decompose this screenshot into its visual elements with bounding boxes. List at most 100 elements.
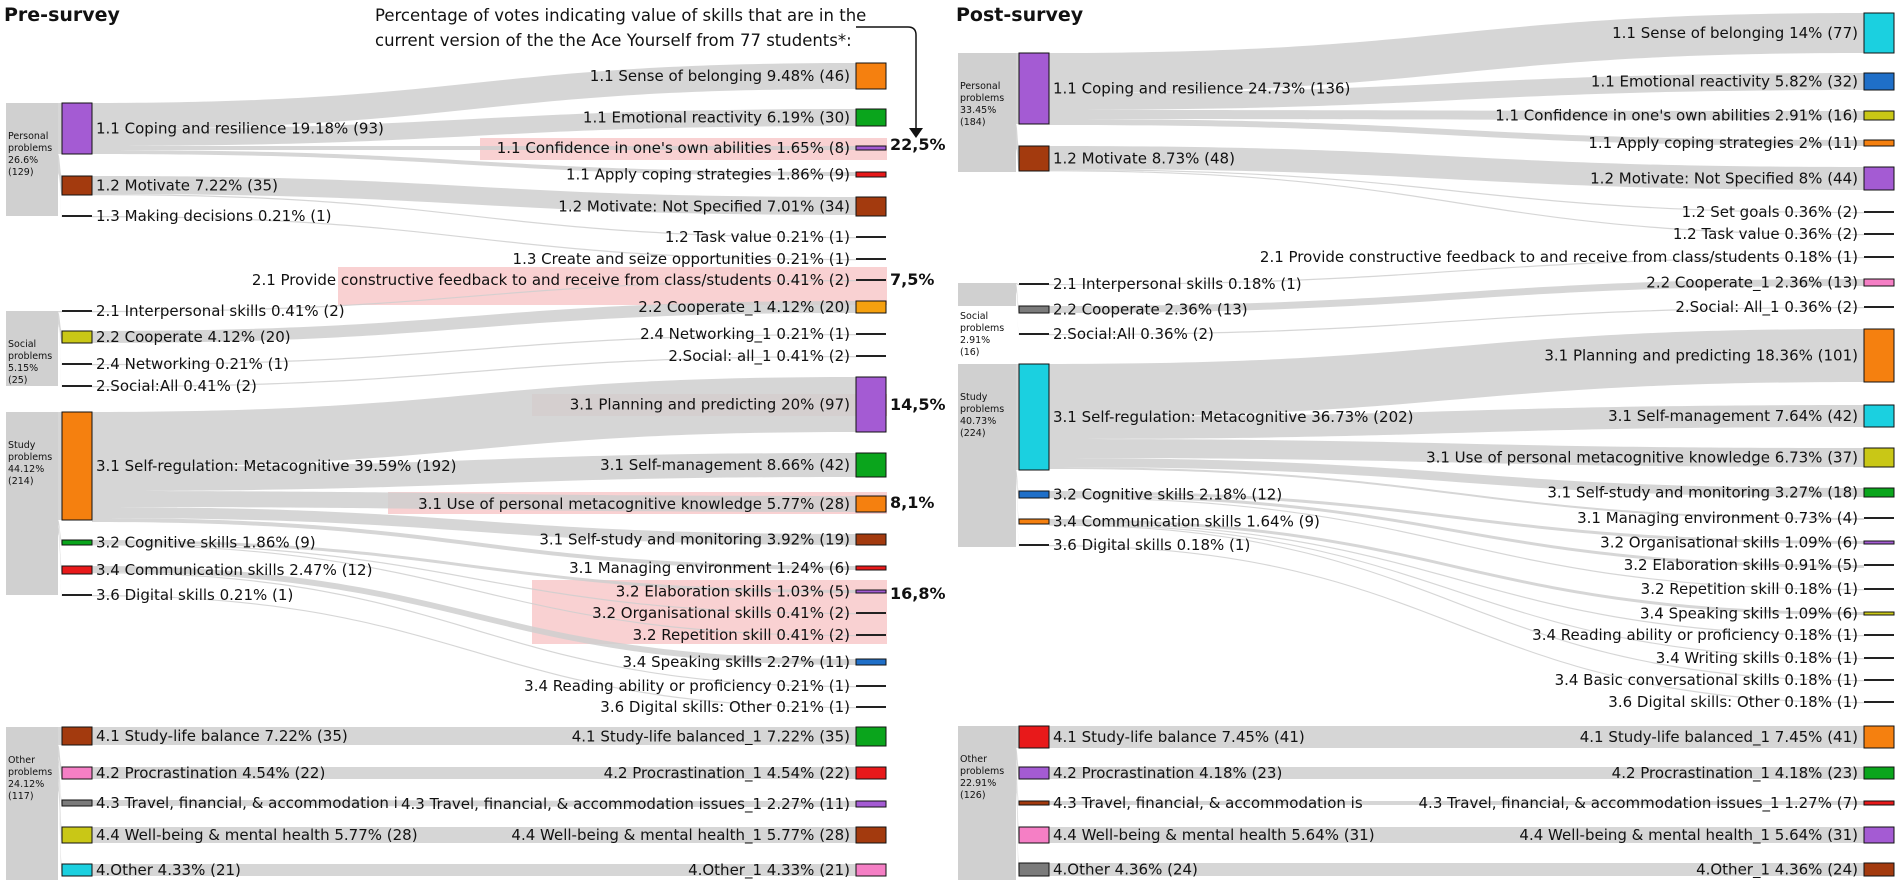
post-right-node-23 bbox=[1863, 725, 1895, 749]
pre-mid-node-3 bbox=[62, 310, 92, 312]
pre-right-node-0 bbox=[855, 62, 887, 90]
post-skill-flow-9 bbox=[1049, 307, 1864, 336]
note-line-1: Percentage of votes indicating value of … bbox=[375, 6, 866, 25]
pre-right-node-5 bbox=[856, 236, 886, 238]
pre-right-label-2: 1.1 Confidence in one's own abilities 1.… bbox=[497, 139, 850, 157]
post-right-label-8: 2.2 Cooperate_1 2.36% (13) bbox=[1646, 274, 1858, 293]
post-skill-flow-23 bbox=[1049, 726, 1864, 748]
post-right-label-15: 3.2 Organisational skills 1.09% (6) bbox=[1600, 534, 1858, 552]
pre-skill-flow-5 bbox=[92, 194, 856, 239]
pre-right-node-16 bbox=[855, 589, 887, 594]
post-skill-flow-7 bbox=[1049, 257, 1864, 286]
pre-right-node-18 bbox=[856, 634, 886, 636]
pre-skill-flow-11 bbox=[92, 377, 856, 467]
post-right-node-18 bbox=[1863, 611, 1895, 616]
post-mid-node-11 bbox=[1018, 800, 1050, 806]
pre-mid-label-15: 4.Other 4.33% (21) bbox=[96, 861, 241, 879]
pre-skill-flow-17 bbox=[92, 543, 856, 615]
pre-right-label-19: 3.4 Speaking skills 2.27% (11) bbox=[622, 653, 850, 671]
post-mid-node-7 bbox=[1018, 518, 1050, 525]
post-right-node-17 bbox=[1864, 588, 1894, 590]
post-right-node-5 bbox=[1864, 211, 1894, 213]
post-group-label-3-l2: problems bbox=[960, 766, 1004, 777]
pre-mid-label-3: 2.1 Interpersonal skills 0.41% (2) bbox=[96, 302, 345, 320]
pre-group-label-0-l1: Personal bbox=[8, 131, 48, 142]
post-right-label-20: 3.4 Writing skills 0.18% (1) bbox=[1656, 649, 1858, 667]
post-mid-node-9 bbox=[1018, 725, 1050, 749]
percent-mark-cognitive: 16,8% bbox=[890, 584, 946, 603]
post-right-label-6: 1.2 Task value 0.36% (2) bbox=[1673, 225, 1858, 243]
percent-mark-social: 7,5% bbox=[890, 270, 934, 289]
flow-links-layer bbox=[58, 13, 1864, 876]
pre-mid-label-2: 1.3 Making decisions 0.21% (1) bbox=[96, 207, 332, 225]
post-mid-node-1 bbox=[1018, 145, 1050, 172]
post-skill-flow-0 bbox=[1049, 13, 1864, 93]
pre-right-node-13 bbox=[855, 495, 887, 513]
pre-right-node-20 bbox=[856, 685, 886, 687]
post-right-node-19 bbox=[1864, 634, 1894, 636]
post-group-label-2-l4: (224) bbox=[960, 428, 986, 439]
post-skill-flow-24 bbox=[1049, 767, 1864, 779]
pre-group-label-3-l1: Other bbox=[8, 755, 35, 766]
pre-group-node-3 bbox=[6, 727, 58, 880]
post-group-label-1-l4: (16) bbox=[960, 347, 980, 358]
post-group-flow-0 bbox=[1016, 53, 1019, 124]
pre-group-label-1-l2: problems bbox=[8, 351, 52, 362]
post-group-label-1-l3: 2.91% bbox=[960, 335, 990, 346]
pre-group-flow-5 bbox=[58, 324, 62, 366]
pre-mid-node-5 bbox=[62, 363, 92, 365]
post-right-node-3 bbox=[1863, 139, 1895, 147]
pre-skill-flow-6 bbox=[92, 216, 856, 261]
pre-mid-node-13 bbox=[61, 799, 93, 807]
post-skill-flow-25 bbox=[1049, 801, 1864, 805]
pre-right-node-6 bbox=[856, 258, 886, 260]
post-mid-label-13: 4.Other 4.36% (24) bbox=[1053, 861, 1198, 879]
post-right-node-26 bbox=[1863, 826, 1895, 844]
post-group-label-1-l1: Social bbox=[960, 311, 988, 322]
post-right-node-10 bbox=[1863, 328, 1895, 383]
post-mid-node-0 bbox=[1018, 52, 1050, 125]
pre-right-node-25 bbox=[855, 826, 887, 844]
pre-skill-flow-4 bbox=[92, 176, 856, 215]
post-right-node-6 bbox=[1864, 233, 1894, 235]
percent-mark-confidence: 22,5% bbox=[890, 135, 946, 154]
post-group-flow-8 bbox=[1016, 482, 1019, 547]
post-right-node-0 bbox=[1863, 12, 1895, 54]
pre-group-label-2-l4: (214) bbox=[8, 476, 34, 487]
post-mid-node-3 bbox=[1018, 305, 1050, 314]
pre-skill-flow-20 bbox=[92, 572, 856, 688]
post-right-node-9 bbox=[1864, 306, 1894, 308]
post-mid-node-2 bbox=[1019, 283, 1049, 285]
pre-skill-flow-3 bbox=[92, 150, 856, 176]
post-right-label-21: 3.4 Basic conversational skills 0.18% (1… bbox=[1555, 671, 1858, 689]
pre-mid-label-6: 2.Social:All 0.41% (2) bbox=[96, 377, 257, 395]
pre-group-label-2-l1: Study bbox=[8, 440, 36, 451]
pre-group-flow-8 bbox=[58, 520, 62, 545]
post-skill-flow-8 bbox=[1049, 279, 1864, 313]
post-mid-label-11: 4.3 Travel, financial, & accommodation i… bbox=[1053, 794, 1363, 812]
pre-group-flow-13 bbox=[58, 757, 62, 806]
post-skill-flow-15 bbox=[1049, 491, 1864, 544]
pre-skill-flow-9 bbox=[92, 334, 856, 366]
post-right-label-2: 1.1 Confidence in one's own abilities 2.… bbox=[1495, 107, 1858, 125]
post-mid-label-6: 3.2 Cognitive skills 2.18% (12) bbox=[1053, 486, 1282, 504]
pre-skill-flow-7 bbox=[92, 280, 856, 313]
post-mid-label-1: 1.2 Motivate 8.73% (48) bbox=[1053, 150, 1235, 168]
post-group-label-2-l1: Study bbox=[960, 392, 988, 403]
pre-right-node-17 bbox=[856, 612, 886, 614]
post-mid-label-8: 3.6 Digital skills 0.18% (1) bbox=[1053, 536, 1250, 554]
post-mid-label-9: 4.1 Study-life balance 7.45% (41) bbox=[1053, 728, 1305, 746]
pre-right-node-11 bbox=[855, 376, 887, 433]
post-skill-flow-16 bbox=[1049, 494, 1864, 568]
post-group-flow-4 bbox=[1016, 291, 1019, 336]
pre-group-label-2-l3: 44.12% bbox=[8, 464, 44, 475]
pre-skill-flow-14 bbox=[92, 507, 856, 545]
pre-skill-flow-16 bbox=[92, 540, 856, 593]
post-right-node-20 bbox=[1864, 657, 1894, 659]
pre-right-node-19 bbox=[855, 658, 887, 666]
pre-right-label-12: 3.1 Self-management 8.66% (42) bbox=[600, 456, 850, 474]
pre-mid-label-13: 4.3 Travel, financial, & accommodation i bbox=[96, 794, 398, 812]
pre-right-label-21: 3.6 Digital skills: Other 0.21% (1) bbox=[600, 698, 850, 716]
pre-right-node-7 bbox=[856, 279, 886, 281]
post-right-node-11 bbox=[1863, 404, 1895, 428]
